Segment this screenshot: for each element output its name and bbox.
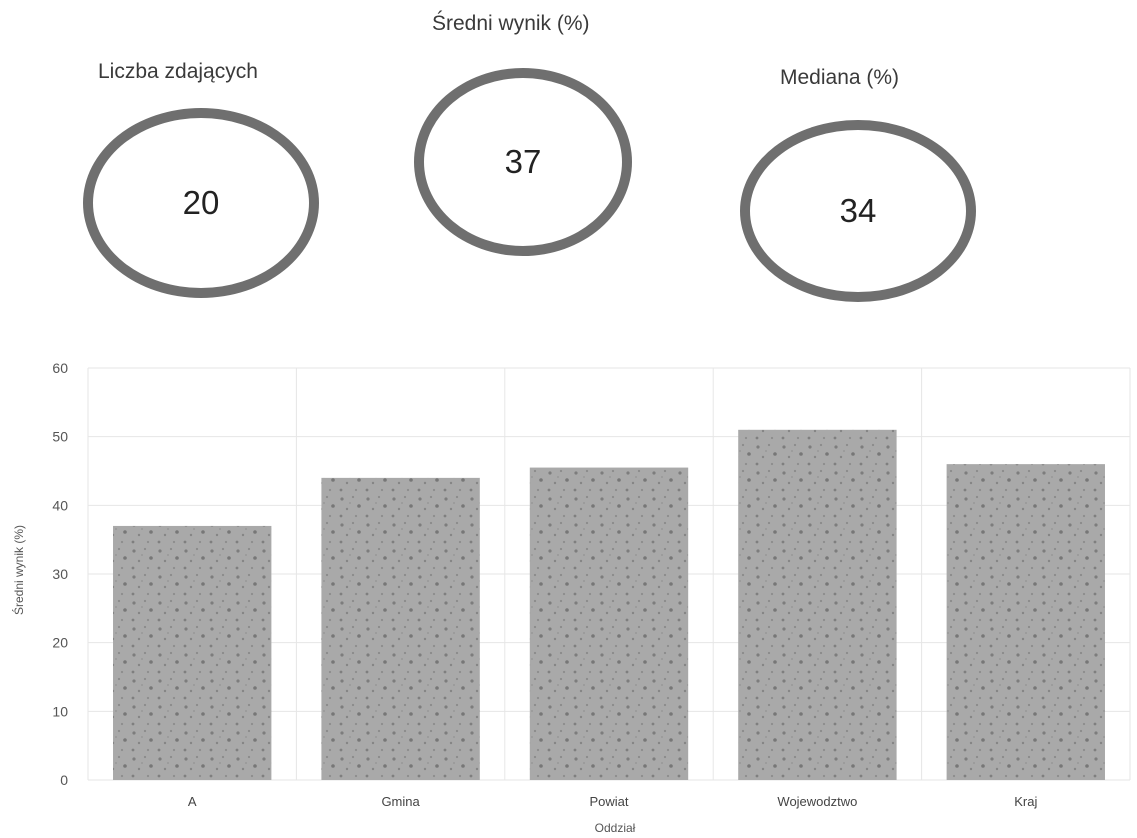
y-axis-label: Średni wynik (%) bbox=[11, 525, 26, 615]
bar-wojewodztwo bbox=[738, 429, 897, 780]
x-category-label: Powiat bbox=[589, 794, 628, 809]
kpi-value-average: 37 bbox=[504, 143, 542, 180]
kpi-value-median: 34 bbox=[839, 192, 877, 229]
y-tick-label: 10 bbox=[52, 703, 68, 719]
y-tick-label: 0 bbox=[60, 772, 68, 788]
y-tick-label: 30 bbox=[52, 566, 68, 582]
bar-powiat bbox=[529, 467, 689, 780]
bar-kraj bbox=[946, 464, 1105, 780]
kpi-value-participants: 20 bbox=[182, 184, 220, 221]
x-category-label: A bbox=[188, 794, 197, 809]
bar-a bbox=[113, 525, 272, 780]
x-category-label: Wojewodztwo bbox=[777, 794, 857, 809]
y-tick-label: 60 bbox=[52, 360, 68, 376]
kpi-label-median: Mediana (%) bbox=[780, 66, 900, 89]
y-tick-label: 40 bbox=[52, 497, 68, 513]
kpi-ring-participants: 20 bbox=[83, 108, 319, 298]
kpi-label-average: Średni wynik (%) bbox=[432, 12, 590, 35]
x-axis-categories: A Gmina Powiat Wojewodztwo Kraj bbox=[188, 794, 1038, 809]
y-tick-label: 20 bbox=[52, 635, 68, 651]
kpi-label-participants: Liczba zdających bbox=[98, 60, 258, 83]
y-tick-label: 50 bbox=[52, 429, 68, 445]
kpi-ring-median: 34 bbox=[740, 120, 976, 302]
chart-bars bbox=[113, 429, 1105, 780]
x-axis-label: Oddział bbox=[595, 821, 636, 835]
kpi-ring-average: 37 bbox=[414, 68, 632, 256]
x-category-label: Gmina bbox=[381, 794, 420, 809]
bar-gmina bbox=[321, 477, 480, 780]
y-axis-ticks: 0 10 20 30 40 50 60 bbox=[52, 360, 68, 788]
x-category-label: Kraj bbox=[1014, 794, 1037, 809]
